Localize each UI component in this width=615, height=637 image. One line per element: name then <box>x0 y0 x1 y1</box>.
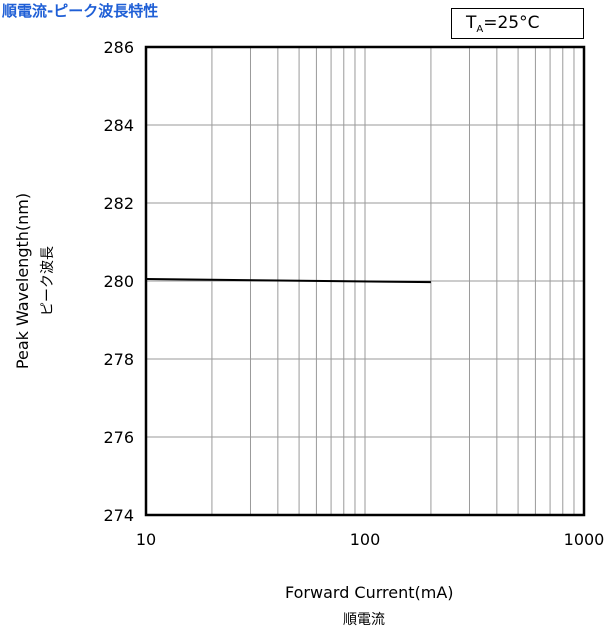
y-tick-label: 278 <box>103 350 134 369</box>
y-tick-label: 282 <box>103 194 134 213</box>
y-tick-label: 280 <box>103 272 134 291</box>
chart-title: 順電流-ピーク波長特性 <box>2 2 159 20</box>
condition-value: =25°C <box>483 13 540 33</box>
y-tick-label: 274 <box>103 506 134 525</box>
plot-frame <box>144 45 586 517</box>
y-axis-label-jp: ピーク波長 <box>40 246 56 316</box>
series-line <box>145 278 431 284</box>
y-tick-labels: 274 276 278 280 282 284 286 <box>103 38 134 525</box>
y-axis-label: Peak Wavelength(nm) <box>13 193 32 369</box>
series-group <box>145 278 431 284</box>
x-tick-label: 10 <box>136 530 156 549</box>
y-tick-label: 286 <box>103 38 134 57</box>
x-tick-label: 1000 <box>564 530 605 549</box>
temperature-condition-box: TA=25°C <box>451 8 584 39</box>
condition-symbol: T <box>466 13 477 33</box>
condition-subscript: A <box>476 24 484 35</box>
x-tick-label: 100 <box>350 530 381 549</box>
x-tick-labels: 10 100 1000 <box>136 530 605 549</box>
x-axis-label-jp: 順電流 <box>343 612 385 628</box>
y-tick-label: 284 <box>103 116 134 135</box>
x-axis-label: Forward Current(mA) <box>285 583 454 602</box>
y-tick-label: 276 <box>103 428 134 447</box>
